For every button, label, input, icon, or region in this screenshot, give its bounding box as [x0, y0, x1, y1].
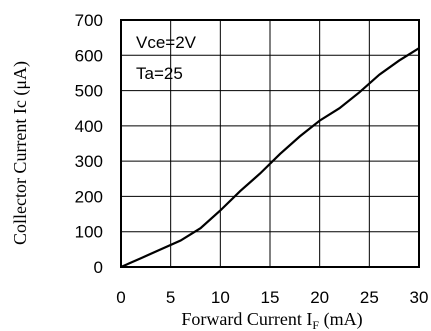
y-tick-label: 200 — [75, 187, 103, 206]
annotation-ta: Ta=25 — [136, 64, 183, 83]
x-tick-label: 15 — [261, 288, 280, 307]
series-line — [120, 47, 420, 269]
x-axis-title-unit: (mA) — [319, 309, 363, 330]
grid — [121, 20, 419, 267]
y-axis-title: Collector Current Ic (μA) — [10, 61, 31, 245]
y-tick-label: 400 — [75, 117, 103, 136]
x-axis-title: Forward Current IF (mA) — [181, 309, 362, 331]
y-tick-label: 100 — [75, 223, 103, 242]
y-tick-label: 0 — [94, 258, 103, 277]
x-tick-label: 10 — [211, 288, 230, 307]
x-axis-title-main: Forward Current I — [181, 309, 312, 329]
y-tick-label: 600 — [75, 46, 103, 65]
plot-frame — [120, 19, 420, 268]
x-tick-label: 30 — [410, 288, 429, 307]
y-tick-label: 300 — [75, 152, 103, 171]
y-tick-label: 700 — [75, 11, 103, 30]
x-tick-label: 5 — [166, 288, 175, 307]
x-tick-label: 25 — [360, 288, 379, 307]
x-tick-label: 20 — [310, 288, 329, 307]
x-axis-title-subscript: F — [312, 318, 319, 331]
annotation-vce: Vce=2V — [136, 33, 197, 52]
y-tick-label: 500 — [75, 82, 103, 101]
x-tick-labels: 0 5 10 15 20 25 30 — [116, 288, 428, 307]
y-tick-labels: 0 100 200 300 400 500 600 700 — [75, 11, 103, 277]
x-tick-label: 0 — [116, 288, 125, 307]
